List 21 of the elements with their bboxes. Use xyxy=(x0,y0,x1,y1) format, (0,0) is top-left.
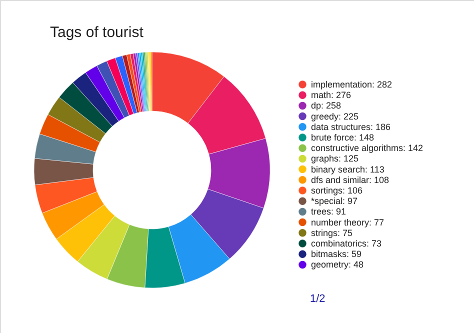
chart-title: Tags of tourist xyxy=(50,24,144,41)
legend-label: binary search: 113 xyxy=(311,164,384,174)
legend-label: geometry: 48 xyxy=(311,260,364,270)
legend-label: greedy: 225 xyxy=(311,111,359,122)
legend-label: number theory: 77 xyxy=(311,217,384,228)
legend-label: math: 276 xyxy=(311,90,352,100)
legend-label: implementation: 282 xyxy=(311,80,392,90)
donut-slice xyxy=(126,54,142,113)
legend-label: dfs and similar: 108 xyxy=(311,174,390,185)
legend-label: constructive algorithms: 142 xyxy=(311,143,424,154)
legend-label: combinatorics: 73 xyxy=(311,238,382,248)
legend-label: data structures: 186 xyxy=(311,122,391,132)
legend-label: trees: 91 xyxy=(311,206,346,217)
legend-label: sortings: 106 xyxy=(311,186,363,196)
legend-label: graphs: 125 xyxy=(311,154,359,164)
text: 1/2 xyxy=(310,293,326,305)
legend-label: strings: 75 xyxy=(311,228,353,238)
legend-label: *special: 97 xyxy=(311,196,358,206)
legend-label: bitmasks: 59 xyxy=(311,249,362,260)
legend-label: brute force: 148 xyxy=(311,132,374,142)
legend-label: dp: 258 xyxy=(311,100,342,111)
